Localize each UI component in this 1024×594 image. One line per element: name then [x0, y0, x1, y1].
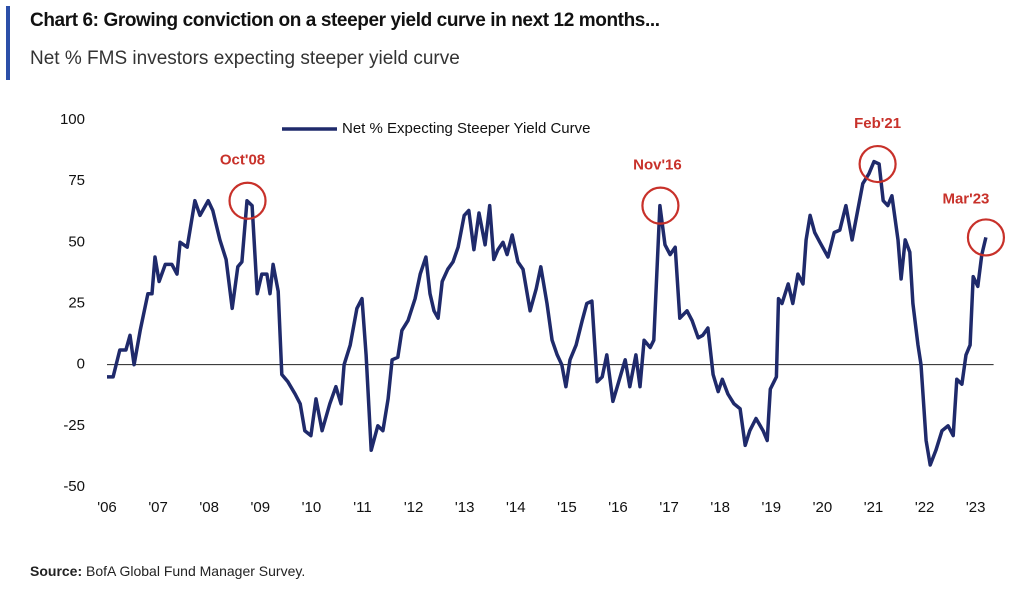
source: Source: BofA Global Fund Manager Survey.: [30, 563, 305, 579]
x-tick-label: '15: [557, 499, 577, 516]
x-tick-label: '23: [966, 499, 986, 516]
annotation-circle: [966, 218, 1006, 257]
annotation-label: Mar'23: [942, 190, 989, 207]
x-tick-label: '17: [659, 499, 679, 516]
x-tick-label: '20: [813, 499, 833, 516]
legend-label: Net % Expecting Steeper Yield Curve: [342, 120, 590, 137]
y-tick-label: -50: [63, 478, 85, 495]
annotation-circle: [641, 186, 680, 225]
annotation-label: Oct'08: [220, 152, 265, 169]
annotation-label: Nov'16: [633, 157, 682, 174]
source-label: Source:: [30, 563, 83, 579]
chart-title: Chart 6: Growing conviction on a steeper…: [30, 10, 660, 31]
x-tick-label: '11: [353, 499, 371, 516]
x-tick-label: '16: [608, 499, 628, 516]
x-tick-label: '18: [710, 499, 730, 516]
x-tick-label: '08: [199, 499, 219, 516]
x-tick-label: '06: [97, 499, 117, 516]
x-tick-label: '22: [915, 499, 935, 516]
source-text: BofA Global Fund Manager Survey.: [86, 563, 306, 579]
y-tick-label: 75: [68, 172, 85, 189]
series-line: [107, 159, 988, 467]
annotation-circle: [858, 144, 897, 184]
x-tick-label: '13: [455, 499, 475, 516]
x-tick-label: '07: [148, 499, 168, 516]
y-tick-label: 100: [60, 111, 85, 128]
chart-subtitle: Net % FMS investors expecting steeper yi…: [30, 48, 460, 69]
x-tick-label: '19: [762, 499, 782, 516]
x-tick-label: '21: [864, 499, 884, 516]
y-tick-label: 25: [68, 294, 85, 311]
y-tick-label: 0: [77, 356, 85, 373]
annotation-circle: [228, 181, 267, 220]
x-tick-label: '09: [251, 499, 271, 516]
x-tick-label: '14: [506, 499, 526, 516]
title-accent: [6, 6, 10, 80]
x-tick-label: '10: [302, 499, 322, 516]
y-tick-label: 50: [68, 233, 85, 250]
x-tick-label: '12: [404, 499, 424, 516]
annotation-label: Feb'21: [854, 115, 901, 132]
y-tick-label: -25: [63, 417, 85, 434]
